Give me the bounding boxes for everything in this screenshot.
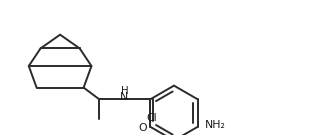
Text: N: N (120, 92, 128, 102)
Text: H: H (121, 86, 129, 95)
Text: O: O (138, 123, 147, 133)
Text: NH₂: NH₂ (205, 120, 226, 130)
Text: Cl: Cl (146, 113, 157, 123)
